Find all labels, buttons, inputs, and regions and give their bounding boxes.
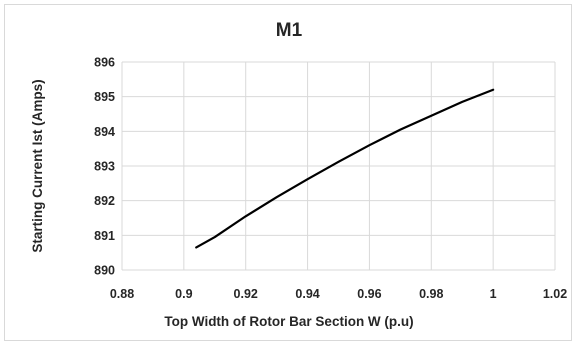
y-tick-label: 890 — [94, 264, 115, 278]
x-tick-label: 1 — [490, 287, 497, 301]
x-tick-label: 0.98 — [419, 287, 443, 301]
x-tick-label: 0.9 — [175, 287, 192, 301]
chart-title: M1 — [276, 20, 303, 41]
series-line-m1 — [195, 88, 495, 249]
y-tick-label: 896 — [94, 56, 115, 70]
grid — [121, 61, 556, 271]
x-tick-label: 0.96 — [357, 287, 381, 301]
x-axis-title: Top Width of Rotor Bar Section W (p.u) — [164, 314, 413, 329]
y-tick-label: 891 — [94, 229, 115, 243]
x-tick-label: 1.02 — [543, 287, 567, 301]
x-tick-label: 0.88 — [110, 287, 134, 301]
y-axis-ticks: 890 891 892 893 894 895 896 — [94, 56, 115, 278]
x-axis-ticks: 0.88 0.9 0.92 0.94 0.96 0.98 1 1.02 — [110, 287, 567, 301]
y-tick-label: 895 — [94, 90, 115, 104]
x-tick-label: 0.94 — [295, 287, 319, 301]
y-tick-label: 892 — [94, 194, 115, 208]
x-tick-label: 0.92 — [234, 287, 258, 301]
y-axis-title: Starting Current Ist (Amps) — [30, 79, 45, 252]
chart-frame — [4, 4, 572, 341]
y-tick-label: 894 — [94, 125, 115, 139]
y-tick-label: 893 — [94, 160, 115, 174]
